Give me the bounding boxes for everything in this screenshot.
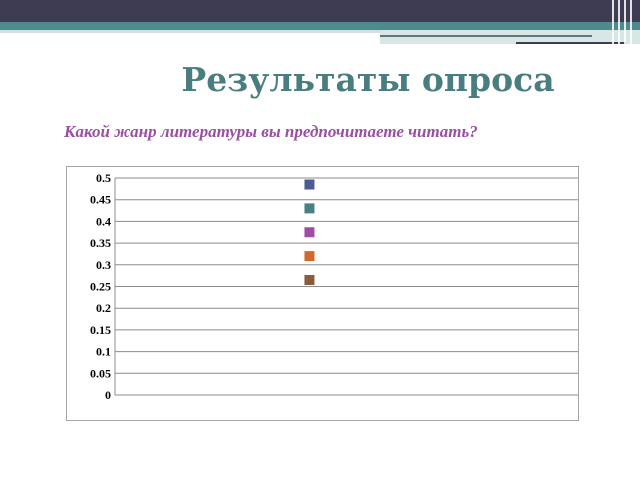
y-tick-label: 0.15 bbox=[90, 323, 111, 337]
y-tick-label: 0.25 bbox=[90, 280, 111, 294]
slide-header-decor-stripe bbox=[624, 0, 626, 44]
slide-header-decor-stripe bbox=[630, 0, 632, 44]
slide-title: Результаты опроса bbox=[181, 60, 555, 99]
y-tick-label: 0.2 bbox=[96, 301, 111, 315]
y-tick-label: 0.1 bbox=[96, 345, 111, 359]
slide-header-bar bbox=[0, 0, 640, 22]
data-point-marker bbox=[304, 179, 315, 190]
y-tick-label: 0.35 bbox=[90, 236, 111, 250]
y-tick-label: 0.45 bbox=[90, 193, 111, 207]
slide-header-decor-stripe bbox=[618, 0, 620, 44]
y-tick-label: 0.3 bbox=[96, 258, 111, 272]
y-tick-label: 0 bbox=[105, 388, 111, 402]
slide-header-highlight bbox=[0, 30, 640, 33]
chart: 0 0.05 0.1 0.15 0.2 0.25 0.3 0.35 0.4 0.45 0.5 bbox=[90, 171, 578, 402]
data-point-marker bbox=[304, 227, 315, 238]
y-tick-label: 0.05 bbox=[90, 366, 111, 380]
chart-frame: 0 0.05 0.1 0.15 0.2 0.25 0.3 0.35 0.4 0.45 0.5 bbox=[66, 166, 579, 421]
slide-header-decor-block bbox=[380, 30, 640, 44]
slide-header-decor-stripe bbox=[612, 0, 614, 44]
y-tick-label: 0.5 bbox=[96, 171, 111, 185]
y-tick-label: 0.4 bbox=[96, 214, 111, 228]
data-point-marker bbox=[304, 274, 315, 285]
data-point-marker bbox=[304, 251, 315, 262]
survey-question: Какой жанр литературы вы предпочитаете ч… bbox=[64, 122, 478, 141]
data-point-marker bbox=[304, 203, 315, 214]
slide-header-band bbox=[0, 22, 640, 30]
slide-header-decor-line bbox=[516, 42, 626, 44]
slide-header-decor-line bbox=[380, 35, 592, 37]
